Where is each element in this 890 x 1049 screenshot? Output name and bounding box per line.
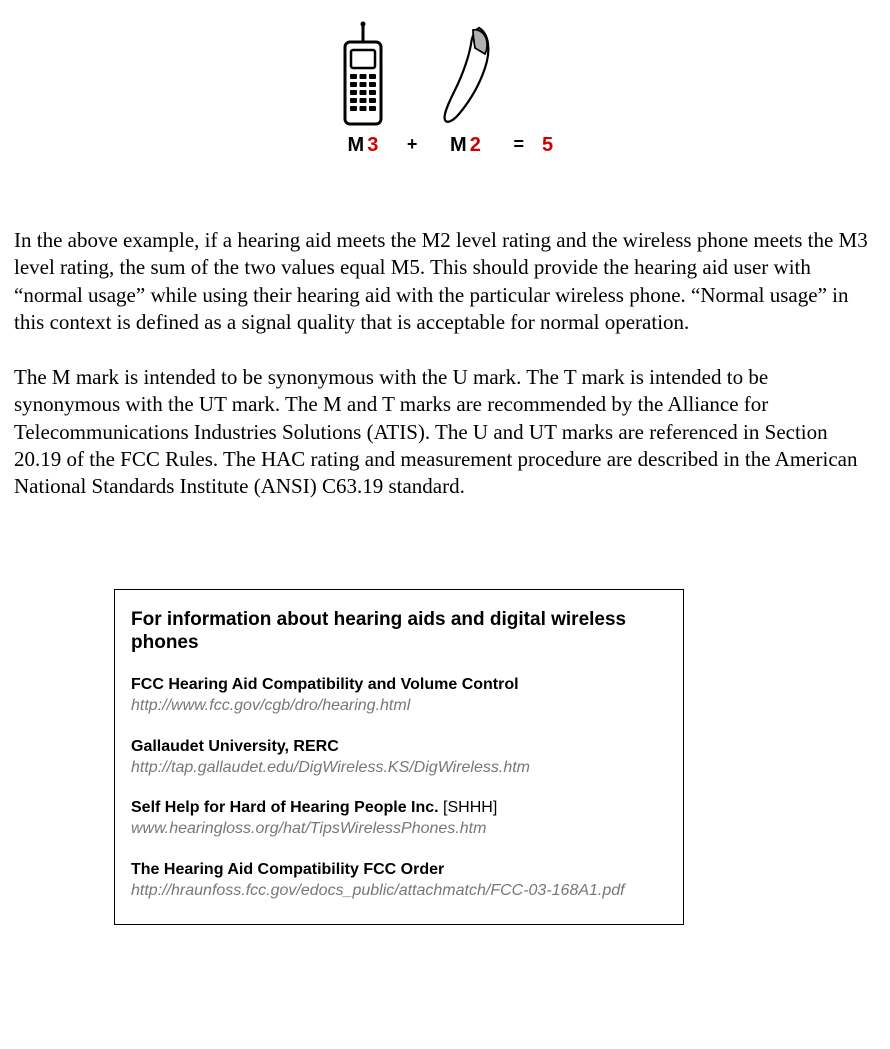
info-entry-url: http://www.fcc.gov/cgb/dro/hearing.html	[131, 696, 667, 717]
plus-operator: +	[407, 134, 418, 157]
hearing-aid-rating-letter: M	[450, 134, 467, 157]
hearing-aid-rating-number: 2	[470, 134, 481, 157]
info-entry-title: FCC Hearing Aid Compatibility and Volume…	[131, 675, 667, 696]
phone-column: M3	[337, 20, 389, 157]
info-entry-url: www.hearingloss.org/hat/TipsWirelessPhon…	[131, 819, 667, 840]
info-entry: Self Help for Hard of Hearing People Inc…	[131, 798, 667, 840]
equals-operator: =	[513, 134, 524, 157]
info-entry-title: The Hearing Aid Compatibility FCC Order	[131, 860, 667, 881]
rating-figure: M3 + M2 = 5	[14, 0, 876, 187]
info-box: For information about hearing aids and d…	[114, 589, 684, 925]
phone-rating-letter: M	[348, 134, 365, 157]
hearing-aid-rating-label: M2	[450, 134, 481, 157]
phone-rating-label: M3	[348, 134, 379, 157]
info-entry-url: http://tap.gallaudet.edu/DigWireless.KS/…	[131, 758, 667, 779]
figure-row: M3 + M2 = 5	[337, 20, 553, 157]
info-entry-url: http://hraunfoss.fcc.gov/edocs_public/at…	[131, 881, 667, 902]
phone-icon	[337, 20, 389, 130]
info-entry: Gallaudet University, RERC http://tap.ga…	[131, 737, 667, 779]
page: M3 + M2 = 5 In the above example, if	[0, 0, 890, 925]
hearing-aid-icon	[435, 20, 495, 130]
hearing-aid-column: M2	[435, 20, 495, 157]
info-entry-title: Gallaudet University, RERC	[131, 737, 667, 758]
info-entry-title: Self Help for Hard of Hearing People Inc…	[131, 798, 667, 819]
result-value: 5	[542, 134, 553, 157]
phone-rating-number: 3	[367, 134, 378, 157]
info-box-title: For information about hearing aids and d…	[131, 608, 667, 656]
paragraph-1: In the above example, if a hearing aid m…	[14, 227, 876, 336]
info-box-wrap: For information about hearing aids and d…	[14, 529, 876, 925]
info-entry: The Hearing Aid Compatibility FCC Order …	[131, 860, 667, 902]
body-text: In the above example, if a hearing aid m…	[14, 227, 876, 501]
paragraph-2: The M mark is intended to be synonymous …	[14, 364, 876, 500]
info-entry: FCC Hearing Aid Compatibility and Volume…	[131, 675, 667, 717]
